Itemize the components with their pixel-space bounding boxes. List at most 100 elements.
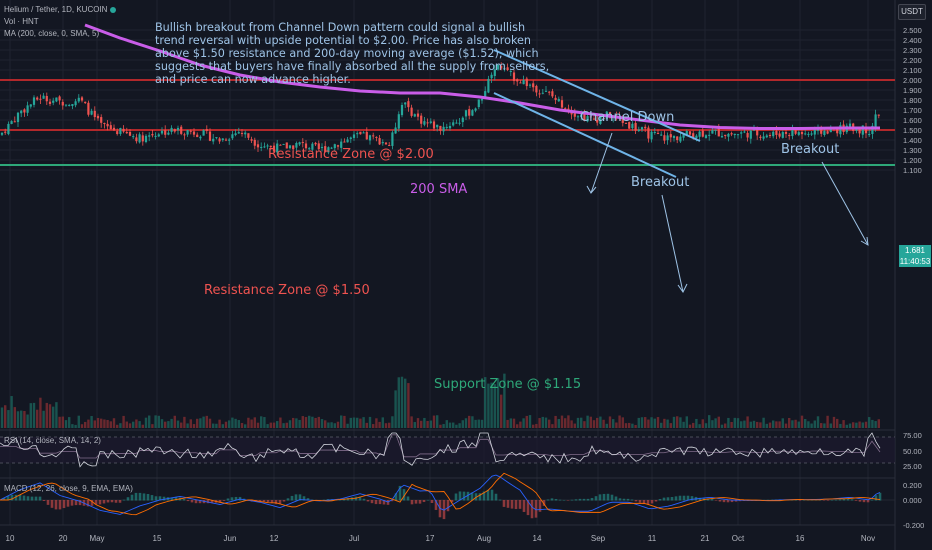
macd-histogram-bar <box>802 499 806 501</box>
candle-body <box>301 141 304 143</box>
candle-body <box>314 142 317 145</box>
macd-histogram-bar <box>494 493 498 501</box>
channel-down-lines <box>493 49 701 178</box>
candle-body <box>116 131 119 135</box>
rsi-legend[interactable]: RSI (14, close, SMA, 14, 2) <box>4 436 101 445</box>
volume-bar <box>298 419 301 428</box>
volume-bar <box>71 424 74 428</box>
rsi-pane: 75.00 50.00 25.00 <box>0 431 922 471</box>
volume-bar <box>826 415 829 428</box>
volume-bar <box>464 418 468 428</box>
volume-bar <box>704 423 708 428</box>
candle-body <box>839 125 842 135</box>
candle-body <box>592 118 596 120</box>
macd-histogram-bar <box>614 496 618 501</box>
volume-bar <box>183 416 186 428</box>
price-tick-label: 2.100 <box>903 66 922 75</box>
candle-body <box>244 132 247 135</box>
time-axis[interactable]: 10 20 May 15 Jun 12 Jul 17 Aug 14 Sep 11 21 Oct 16 Nov <box>6 534 876 543</box>
macd-histogram-bar <box>146 493 150 501</box>
volume-bar <box>109 421 112 428</box>
macd-histogram-bar <box>722 500 726 503</box>
channel-down-label: Channel Down <box>580 110 674 125</box>
volume-bar <box>445 420 448 428</box>
currency-button[interactable]: USDT <box>898 4 926 20</box>
volume-legend[interactable]: Vol · HNT <box>4 17 39 26</box>
volume-bar <box>736 418 740 428</box>
arrow-head-icon <box>860 236 869 246</box>
sma-label: 200 SMA <box>410 182 467 197</box>
macd-histogram-bar <box>210 500 214 504</box>
price-tick-label: 1.900 <box>903 86 922 95</box>
volume-bar <box>314 417 317 428</box>
volume-bar <box>144 417 148 428</box>
candle-body <box>807 133 810 135</box>
volume-bar <box>74 424 77 428</box>
volume-bar <box>666 419 669 428</box>
candle-body <box>836 127 839 134</box>
volume-bar <box>80 424 84 428</box>
candle-body <box>384 142 388 145</box>
symbol-title[interactable]: Helium / Tether, 1D, KUCOIN <box>4 5 119 14</box>
volume-bar <box>749 421 752 428</box>
macd-histogram-bar <box>378 500 382 505</box>
macd-histogram-bar <box>374 500 378 505</box>
candle-body <box>512 72 516 81</box>
macd-histogram-bar <box>478 493 482 501</box>
volume-bar <box>29 403 32 428</box>
ma-legend[interactable]: MA (200, close, 0, SMA, 5) <box>4 29 100 38</box>
macd-legend[interactable]: MACD (12, 26, close, 9, EMA, EMA) <box>4 484 133 493</box>
volume-bar <box>496 378 500 428</box>
candle-body <box>221 138 224 141</box>
candle-body <box>727 133 730 137</box>
macd-histogram-bar <box>654 500 658 502</box>
macd-histogram-bar <box>414 500 418 504</box>
volume-bar <box>663 418 666 428</box>
macd-histogram-bar <box>98 500 102 505</box>
candle-body <box>362 132 365 134</box>
candle-body <box>330 147 333 149</box>
volume-bar <box>695 418 698 428</box>
volume-bar <box>141 424 144 428</box>
time-tick-label: 17 <box>426 534 435 543</box>
volume-bar <box>509 418 512 428</box>
macd-tick-label: -0.200 <box>903 521 924 530</box>
volume-bar <box>384 423 388 428</box>
candle-body <box>855 129 858 131</box>
candle-body <box>218 138 221 142</box>
macd-pane: 0.200 0.000 -0.200 <box>0 472 924 530</box>
macd-histogram-bar <box>402 489 406 501</box>
volume-bar <box>199 418 202 428</box>
candle-body <box>292 145 295 150</box>
macd-histogram-bar <box>10 494 14 501</box>
volume-bar <box>848 423 852 428</box>
macd-histogram-bar <box>42 500 46 501</box>
candle-body <box>365 131 368 140</box>
candle-body <box>554 97 557 100</box>
volume-bar <box>176 420 180 428</box>
volume-bar <box>311 416 314 428</box>
price-tick-label: 1.800 <box>903 96 922 105</box>
candle-body <box>320 146 324 149</box>
volume-bar <box>346 423 349 428</box>
volume-bar <box>740 421 743 428</box>
candle-body <box>196 134 199 138</box>
candle-body <box>132 136 135 138</box>
volume-bar <box>682 421 685 428</box>
macd-histogram-bar <box>734 500 738 502</box>
time-tick-label: Jul <box>349 534 359 543</box>
macd-histogram-bar <box>190 500 194 503</box>
candle-body <box>48 101 52 104</box>
macd-histogram-bar <box>182 499 186 501</box>
macd-histogram-bar <box>582 498 586 501</box>
macd-histogram-bar <box>298 494 302 501</box>
candle-body <box>580 114 583 118</box>
candle-body <box>180 126 183 134</box>
volume-bar <box>775 421 778 428</box>
candle-body <box>487 78 490 93</box>
price-axis[interactable]: 2.5002.4002.3002.2002.1002.0001.9001.800… <box>903 26 922 175</box>
macd-histogram-bar <box>546 499 550 501</box>
volume-bar <box>772 420 775 428</box>
volume-bar <box>576 417 580 428</box>
